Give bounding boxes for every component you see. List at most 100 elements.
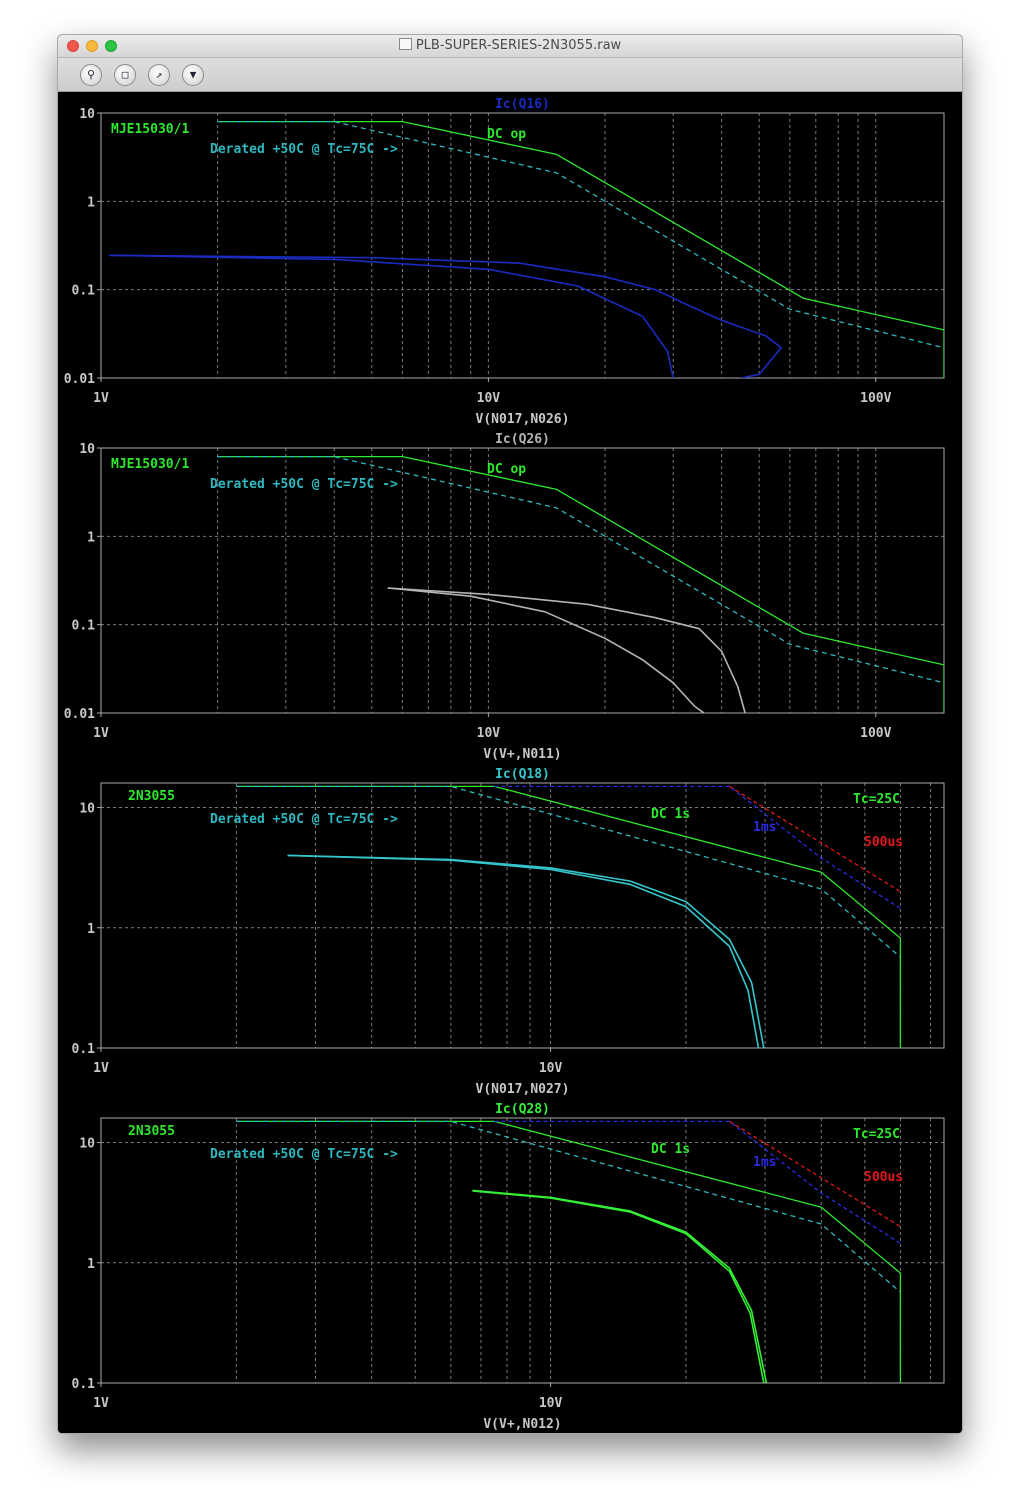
- annotation-label: Tc=25C: [853, 1127, 900, 1142]
- plot-window: PLB-SUPER-SERIES-2N3055.raw ⚲ □ ↗ ▼ 10 1 0…: [57, 34, 963, 1434]
- plot-frame: [100, 782, 945, 1049]
- chart-title: Ic(Q18): [495, 767, 550, 782]
- y-tick-label: 0.1: [72, 619, 96, 634]
- chart-panel-2: 10 1 0.1 0.01 1V 10V 100V V(V+,N011) Ic(Q26) MJE1…: [64, 432, 945, 762]
- document-icon: [398, 38, 412, 50]
- annotation-label: 500us: [864, 835, 903, 850]
- y-tick-label: 0.01: [64, 707, 95, 722]
- chart-title: Ic(Q26): [495, 432, 550, 447]
- waveform-plots[interactable]: 10 1 0.1 0.01 1V 10V 100V V(N017,N026) Ic(Q16) MJ…: [58, 92, 962, 1433]
- annotation-label: 1ms: [753, 820, 776, 835]
- series-group: [109, 120, 944, 378]
- y-tick-label: 0.1: [72, 1377, 96, 1392]
- x-tick-label: 1V: [93, 1396, 109, 1411]
- series-trace: [387, 587, 705, 713]
- x-tick-label: 10V: [477, 726, 501, 741]
- y-tick-label: 1: [87, 1257, 95, 1272]
- annotation-label: 1ms: [753, 1155, 776, 1170]
- series-derated: [236, 785, 901, 958]
- annotation-label: MJE15030/1: [111, 122, 189, 137]
- annotation-label: DC 1s: [651, 1142, 690, 1157]
- toolbar: ⚲ □ ↗ ▼: [58, 58, 962, 92]
- x-axis-label: V(N017,N026): [476, 412, 570, 427]
- series-group: [236, 1120, 902, 1383]
- series-trace: [472, 1190, 765, 1383]
- series-trace: [387, 587, 746, 713]
- x-tick-label: 100V: [860, 726, 891, 741]
- y-tick-label: 0.1: [72, 1042, 96, 1057]
- annotation-label: MJE15030/1: [111, 457, 189, 472]
- minimize-button[interactable]: [86, 40, 98, 52]
- y-tick-label: 1: [87, 530, 95, 545]
- x-grid: [235, 783, 932, 1048]
- annotation-label: Derated +50C @ Tc=75C ->: [210, 812, 398, 827]
- close-button[interactable]: [67, 40, 79, 52]
- y-grid: [101, 807, 944, 929]
- annotation-label: Derated +50C @ Tc=75C ->: [210, 142, 398, 157]
- cursor-icon[interactable]: ↗: [148, 64, 170, 86]
- x-grid: [217, 113, 877, 378]
- annotation-label: 500us: [864, 1170, 903, 1185]
- y-tick-label: 1: [87, 195, 95, 210]
- y-tick-label: 0.1: [72, 284, 96, 299]
- y-tick-label: 1: [87, 922, 95, 937]
- series-trace: [472, 1189, 768, 1383]
- x-axis-label: V(V+,N012): [483, 1417, 561, 1432]
- y-tick-label: 0.01: [64, 372, 95, 387]
- zoom-in-icon[interactable]: ⚲: [80, 64, 102, 86]
- series-derated: [217, 455, 944, 684]
- series-trace: [287, 854, 760, 1048]
- annotation-label: DC op: [487, 127, 526, 142]
- series-trace: [109, 254, 783, 378]
- series-1ms: [494, 785, 901, 909]
- y-tick-label: 10: [79, 107, 95, 122]
- series-derated: [217, 120, 944, 349]
- y-tick-label: 10: [79, 802, 95, 817]
- x-axis-label: V(N017,N027): [476, 1082, 570, 1097]
- chart-panel-4: 10 1 0.1 1V 10V V(V+,N012) Ic(Q28) 2N3055 Derate…: [72, 1102, 945, 1432]
- x-axis-label: V(V+,N011): [483, 747, 561, 762]
- series-trace: [287, 854, 765, 1048]
- x-tick-label: 1V: [93, 726, 109, 741]
- y-grid: [101, 1142, 944, 1264]
- y-grid: [101, 535, 944, 626]
- y-tick-label: 10: [79, 1137, 95, 1152]
- zoom-button[interactable]: [105, 40, 117, 52]
- plot-frame: [100, 1117, 945, 1384]
- probe-icon[interactable]: ▼: [182, 64, 204, 86]
- zoom-fit-icon[interactable]: □: [114, 64, 136, 86]
- series-dc: [217, 120, 944, 378]
- annotation-label: 2N3055: [128, 789, 175, 804]
- chart-title: Ic(Q28): [495, 1102, 550, 1117]
- x-tick-label: 1V: [93, 391, 109, 406]
- series-group: [217, 455, 944, 713]
- window-title-wrap: PLB-SUPER-SERIES-2N3055.raw: [58, 35, 962, 57]
- series-group: [236, 785, 902, 1048]
- plot-area[interactable]: 10 1 0.1 0.01 1V 10V 100V V(N017,N026) Ic(Q16) MJ…: [58, 92, 962, 1433]
- annotation-label: Derated +50C @ Tc=75C ->: [210, 477, 398, 492]
- series-1ms: [494, 1120, 901, 1244]
- x-tick-label: 10V: [539, 1061, 563, 1076]
- x-grid: [217, 448, 877, 713]
- plot-frame: [100, 447, 945, 714]
- chart-title: Ic(Q16): [495, 97, 550, 112]
- x-tick-label: 1V: [93, 1061, 109, 1076]
- title-bar[interactable]: PLB-SUPER-SERIES-2N3055.raw: [58, 35, 962, 58]
- annotation-label: Tc=25C: [853, 792, 900, 807]
- y-tick-label: 10: [79, 442, 95, 457]
- series-dc: [217, 455, 944, 713]
- series-500us: [729, 1120, 901, 1228]
- series-trace: [109, 254, 674, 378]
- series-derated: [236, 1120, 901, 1293]
- annotation-label: 2N3055: [128, 1124, 175, 1139]
- x-tick-label: 100V: [860, 391, 891, 406]
- x-tick-label: 10V: [539, 1396, 563, 1411]
- window-title: PLB-SUPER-SERIES-2N3055.raw: [415, 38, 622, 53]
- series-500us: [729, 785, 901, 893]
- annotation-label: Derated +50C @ Tc=75C ->: [210, 1147, 398, 1162]
- x-tick-label: 10V: [477, 391, 501, 406]
- chart-panel-1: 10 1 0.1 0.01 1V 10V 100V V(N017,N026) Ic(Q16) MJ…: [64, 97, 945, 427]
- x-grid: [235, 1118, 932, 1383]
- y-grid: [101, 200, 944, 291]
- annotation-label: DC op: [487, 462, 526, 477]
